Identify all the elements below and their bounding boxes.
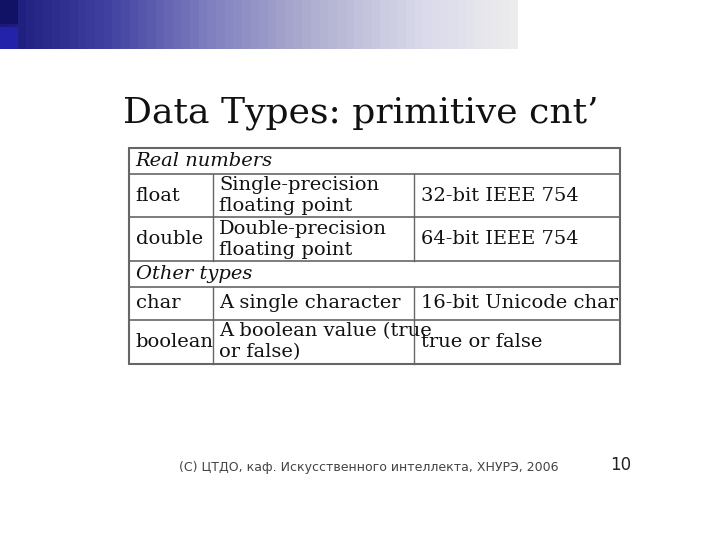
Bar [199, 0, 207, 49]
Bar [492, 0, 501, 49]
Bar [69, 0, 78, 49]
Bar [0, 0, 18, 24]
Text: double: double [136, 230, 203, 248]
Bar [406, 0, 415, 49]
Text: float: float [136, 186, 181, 205]
Text: A single character: A single character [219, 294, 401, 313]
Bar [17, 0, 26, 49]
Bar [156, 0, 164, 49]
Bar [129, 148, 620, 364]
Bar [346, 0, 354, 49]
Bar [372, 0, 380, 49]
Text: Real numbers: Real numbers [136, 152, 273, 170]
Bar [35, 0, 43, 49]
Bar [432, 0, 441, 49]
Bar [0, 0, 9, 49]
Text: 64-bit IEEE 754: 64-bit IEEE 754 [420, 230, 578, 248]
Bar [130, 0, 138, 49]
Text: 32-bit IEEE 754: 32-bit IEEE 754 [420, 186, 578, 205]
Bar [147, 0, 156, 49]
Bar [501, 0, 510, 49]
Bar [164, 0, 173, 49]
Bar [449, 0, 458, 49]
Bar [302, 0, 311, 49]
Bar [510, 0, 518, 49]
Bar [190, 0, 199, 49]
Bar [233, 0, 242, 49]
Bar [475, 0, 484, 49]
Bar [112, 0, 121, 49]
Bar [268, 0, 276, 49]
Bar [173, 0, 181, 49]
Bar [285, 0, 294, 49]
Bar [0, 26, 18, 49]
Bar [467, 0, 475, 49]
Text: 16-bit Unicode char: 16-bit Unicode char [420, 294, 618, 313]
Bar [294, 0, 302, 49]
Bar [441, 0, 449, 49]
Text: Single-precision
floating point: Single-precision floating point [219, 176, 379, 215]
Bar [354, 0, 363, 49]
Bar [26, 0, 35, 49]
Bar [311, 0, 320, 49]
Text: A boolean value (true
or false): A boolean value (true or false) [219, 322, 432, 361]
Bar [328, 0, 337, 49]
Text: Other types: Other types [136, 265, 252, 283]
Bar [86, 0, 95, 49]
Bar [207, 0, 216, 49]
Bar [225, 0, 233, 49]
Bar [138, 0, 147, 49]
Bar [380, 0, 389, 49]
Text: (C) ЦТДО, каф. Искусственного интеллекта, ХНУРЭ, 2006: (C) ЦТДО, каф. Искусственного интеллекта… [179, 461, 559, 474]
Text: char: char [136, 294, 180, 313]
Bar [423, 0, 432, 49]
Text: 10: 10 [610, 456, 631, 474]
Bar [9, 0, 17, 49]
Bar [484, 0, 492, 49]
Bar [389, 0, 397, 49]
Text: boolean: boolean [136, 333, 214, 351]
Bar [415, 0, 423, 49]
Bar [181, 0, 190, 49]
Text: Double-precision
floating point: Double-precision floating point [219, 220, 387, 259]
Bar [216, 0, 225, 49]
Bar [60, 0, 69, 49]
Bar [251, 0, 259, 49]
Bar [52, 0, 60, 49]
Bar [104, 0, 112, 49]
Bar [259, 0, 268, 49]
Bar [458, 0, 467, 49]
Bar [337, 0, 346, 49]
Bar [276, 0, 285, 49]
Bar [43, 0, 52, 49]
Bar [78, 0, 86, 49]
Text: true or false: true or false [420, 333, 542, 351]
Bar [397, 0, 406, 49]
Bar [363, 0, 372, 49]
Text: Data Types: primitive cnt’: Data Types: primitive cnt’ [124, 96, 599, 130]
Bar [121, 0, 130, 49]
Bar [320, 0, 328, 49]
Bar [95, 0, 104, 49]
Bar [242, 0, 251, 49]
